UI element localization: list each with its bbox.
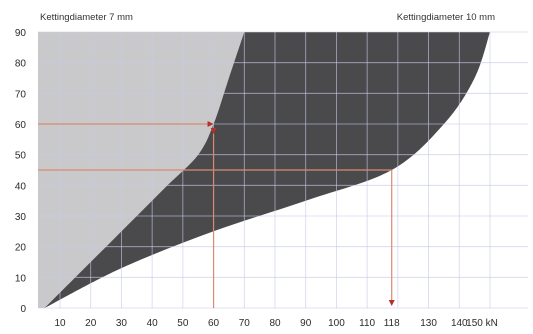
y-tick-label: 80 xyxy=(15,59,27,70)
arrow-down-icon xyxy=(210,128,217,134)
x-tick-label: 140 xyxy=(451,318,468,329)
arrow-down-icon xyxy=(388,300,395,306)
label-7mm: Kettingdiameter 7 mm xyxy=(40,12,133,23)
x-tick-label: 30 xyxy=(116,318,128,329)
x-tick-label: 10 xyxy=(54,318,66,329)
label-10mm: Kettingdiameter 10 mm xyxy=(397,12,495,23)
y-tick-label: 50 xyxy=(15,151,27,162)
y-tick-label: 30 xyxy=(15,212,27,223)
x-tick-label: 20 xyxy=(85,318,97,329)
y-axis-ticks: 0 10 20 30 40 50 60 70 80 90 xyxy=(15,28,27,315)
y-tick-label: 0 xyxy=(20,304,26,315)
x-tick-label: 40 xyxy=(147,318,159,329)
y-tick-label: 10 xyxy=(15,273,27,284)
y-tick-label: 60 xyxy=(15,120,27,131)
x-tick-label: 70 xyxy=(239,318,251,329)
x-tick-label: 100 xyxy=(328,318,345,329)
y-tick-label: 20 xyxy=(15,243,27,254)
x-tick-label: 90 xyxy=(300,318,312,329)
y-tick-label: 90 xyxy=(15,28,27,39)
x-tick-label: 110 xyxy=(359,318,375,329)
x-tick-label: 80 xyxy=(269,318,281,329)
y-tick-label: 70 xyxy=(15,89,27,100)
y-tick-label: 40 xyxy=(15,181,27,192)
reading-guides xyxy=(38,121,395,308)
x-tick-label: 50 xyxy=(177,318,189,329)
arrow-right-icon xyxy=(207,121,214,127)
x-tick-label: 130 xyxy=(420,318,437,329)
x-tick-label: 118 xyxy=(384,318,400,329)
x-tick-label: 60 xyxy=(208,318,220,329)
x-tick-label: 150 kN xyxy=(466,318,498,329)
